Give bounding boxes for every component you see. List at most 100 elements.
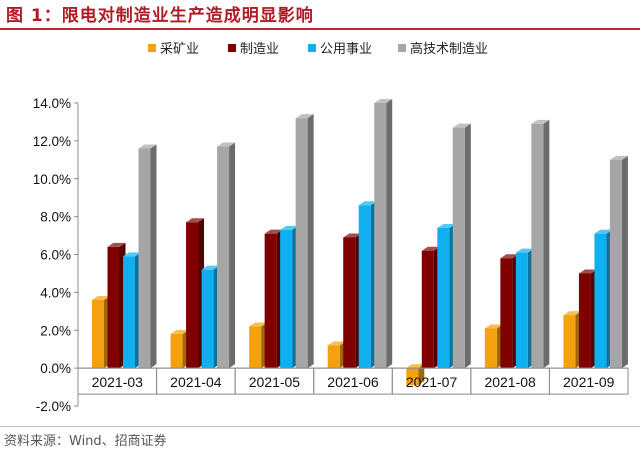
bar [107, 242, 126, 369]
bar-top [531, 119, 550, 124]
chart-legend: 采矿业 制造业 公用事业 高技术制造业 [148, 41, 488, 57]
y-tick-label: 12.0% [33, 134, 71, 149]
bar [421, 246, 440, 369]
bar [280, 225, 299, 369]
bar [249, 322, 268, 369]
bar-top [170, 330, 189, 335]
bar-front [531, 123, 544, 369]
bar-top [437, 223, 456, 228]
bar-front [249, 326, 262, 369]
bar-front [201, 269, 214, 369]
chart-title: 图 1：限电对制造业生产造成明显影响 [6, 6, 314, 26]
bar-top [500, 254, 519, 259]
bar-front [107, 246, 120, 369]
bar-front [280, 229, 293, 369]
y-tick-label: 0.0% [40, 361, 71, 376]
bar [217, 142, 236, 369]
legend-label: 采矿业 [160, 42, 199, 57]
bar [437, 223, 456, 369]
bar-top [327, 341, 346, 346]
x-tick-label: 2021-09 [563, 374, 615, 390]
bar-front [500, 258, 513, 369]
bar-side [386, 99, 393, 369]
legend-label: 制造业 [240, 42, 279, 57]
bar [138, 144, 157, 369]
bar-top [280, 225, 299, 230]
bar-top [609, 155, 628, 160]
bar [500, 254, 519, 369]
bar-top [563, 311, 582, 316]
bar-front [327, 345, 340, 369]
footer-divider [0, 426, 640, 427]
y-tick-label: 10.0% [33, 172, 71, 187]
bar-side [307, 114, 314, 369]
bar-top [92, 295, 110, 300]
bar-top [515, 248, 534, 253]
bar [578, 269, 597, 369]
legend-swatch [398, 44, 406, 52]
bar-front [484, 328, 497, 369]
bar-front [123, 256, 135, 369]
bar-top [421, 246, 440, 251]
bar-front [406, 368, 419, 386]
y-tick-label: -2.0% [36, 399, 71, 414]
bar [123, 252, 141, 369]
bar-front [358, 205, 371, 369]
legend-swatch [148, 44, 156, 52]
chart-bars [92, 99, 628, 386]
bar-top [186, 218, 205, 223]
bar-front [343, 237, 356, 369]
y-tick-label: 2.0% [40, 323, 71, 338]
bar-side [464, 123, 471, 369]
x-tick-label: 2021-03 [92, 374, 144, 390]
bar [374, 99, 393, 369]
bar-top [264, 229, 283, 234]
bar-front [264, 233, 277, 369]
bar [406, 364, 425, 386]
y-tick-label: 4.0% [40, 285, 71, 300]
bar-front [186, 222, 199, 369]
bar-top [374, 99, 393, 103]
bar [609, 155, 628, 369]
bar-top [578, 269, 597, 274]
bar-front [170, 334, 183, 369]
bar-side [229, 142, 236, 369]
x-tick-label: 2021-08 [484, 374, 536, 390]
x-tick-label: 2021-07 [406, 374, 458, 390]
legend-swatch [228, 44, 236, 52]
bar [201, 265, 220, 369]
bar-front [578, 273, 591, 369]
bar-top [107, 242, 126, 247]
bar-front [563, 315, 576, 369]
x-tick-label: 2021-04 [170, 374, 222, 390]
y-tick-label: 14.0% [33, 96, 71, 111]
bar-top [295, 114, 314, 119]
bar-front [295, 118, 308, 369]
y-tick-label: 8.0% [40, 210, 71, 225]
bar-top [406, 364, 425, 369]
bar-front [138, 148, 151, 369]
bar-top [201, 265, 220, 270]
title-divider [0, 28, 640, 30]
y-tick-label: 6.0% [40, 248, 71, 263]
bar [186, 218, 205, 369]
bar-top [594, 229, 613, 234]
bar-side [150, 144, 157, 369]
y-axis: -2.0% 0.0% 2.0% 4.0% 6.0% 8.0% 10.0% 12.0% 14.0% [33, 96, 79, 414]
bar [295, 114, 314, 369]
category-cell [548, 367, 629, 395]
bar-top [452, 123, 471, 128]
bar [170, 330, 189, 369]
source-note: 资料来源：Wind、招商证券 [4, 434, 167, 449]
bar [264, 229, 283, 369]
bar-front [609, 159, 622, 369]
bar-front [421, 250, 434, 369]
bar-front [515, 252, 528, 369]
bar-front [437, 227, 450, 369]
x-axis: 2021-03 2021-04 2021-05 2021-06 2021-07 2021-… [77, 367, 629, 395]
bar-top [123, 252, 141, 257]
bar-top [249, 322, 268, 327]
bar [452, 123, 471, 369]
bar-top [343, 233, 362, 238]
legend-swatch [308, 44, 316, 52]
